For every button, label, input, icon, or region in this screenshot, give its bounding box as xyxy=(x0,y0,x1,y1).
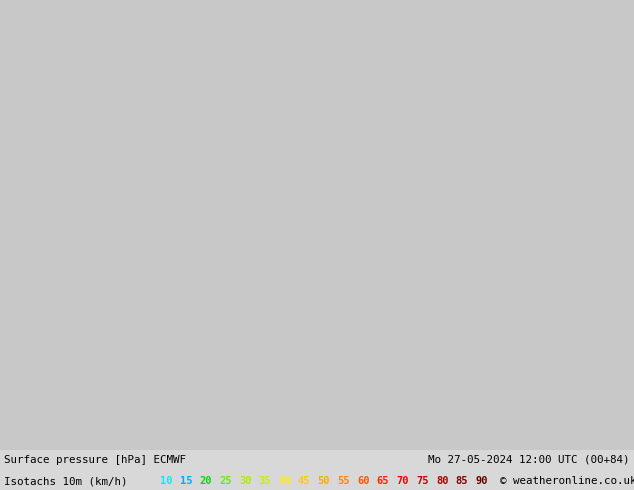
Text: 65: 65 xyxy=(377,476,389,486)
Text: 55: 55 xyxy=(337,476,350,486)
Text: 10: 10 xyxy=(160,476,172,486)
Text: 35: 35 xyxy=(259,476,271,486)
Text: 45: 45 xyxy=(298,476,311,486)
Text: 85: 85 xyxy=(456,476,468,486)
Text: 90: 90 xyxy=(476,476,488,486)
Text: Surface pressure [hPa] ECMWF: Surface pressure [hPa] ECMWF xyxy=(4,455,186,465)
Text: 75: 75 xyxy=(416,476,429,486)
Text: Isotachs 10m (km/h): Isotachs 10m (km/h) xyxy=(4,476,127,486)
Text: © weatheronline.co.uk: © weatheronline.co.uk xyxy=(500,476,634,486)
Text: 50: 50 xyxy=(318,476,330,486)
Text: 30: 30 xyxy=(239,476,251,486)
Text: 70: 70 xyxy=(396,476,409,486)
Text: 25: 25 xyxy=(219,476,231,486)
Text: 60: 60 xyxy=(357,476,370,486)
Text: 40: 40 xyxy=(278,476,291,486)
Text: 15: 15 xyxy=(179,476,192,486)
Text: Mo 27-05-2024 12:00 UTC (00+84): Mo 27-05-2024 12:00 UTC (00+84) xyxy=(429,455,630,465)
Text: 20: 20 xyxy=(200,476,212,486)
Text: 80: 80 xyxy=(436,476,448,486)
